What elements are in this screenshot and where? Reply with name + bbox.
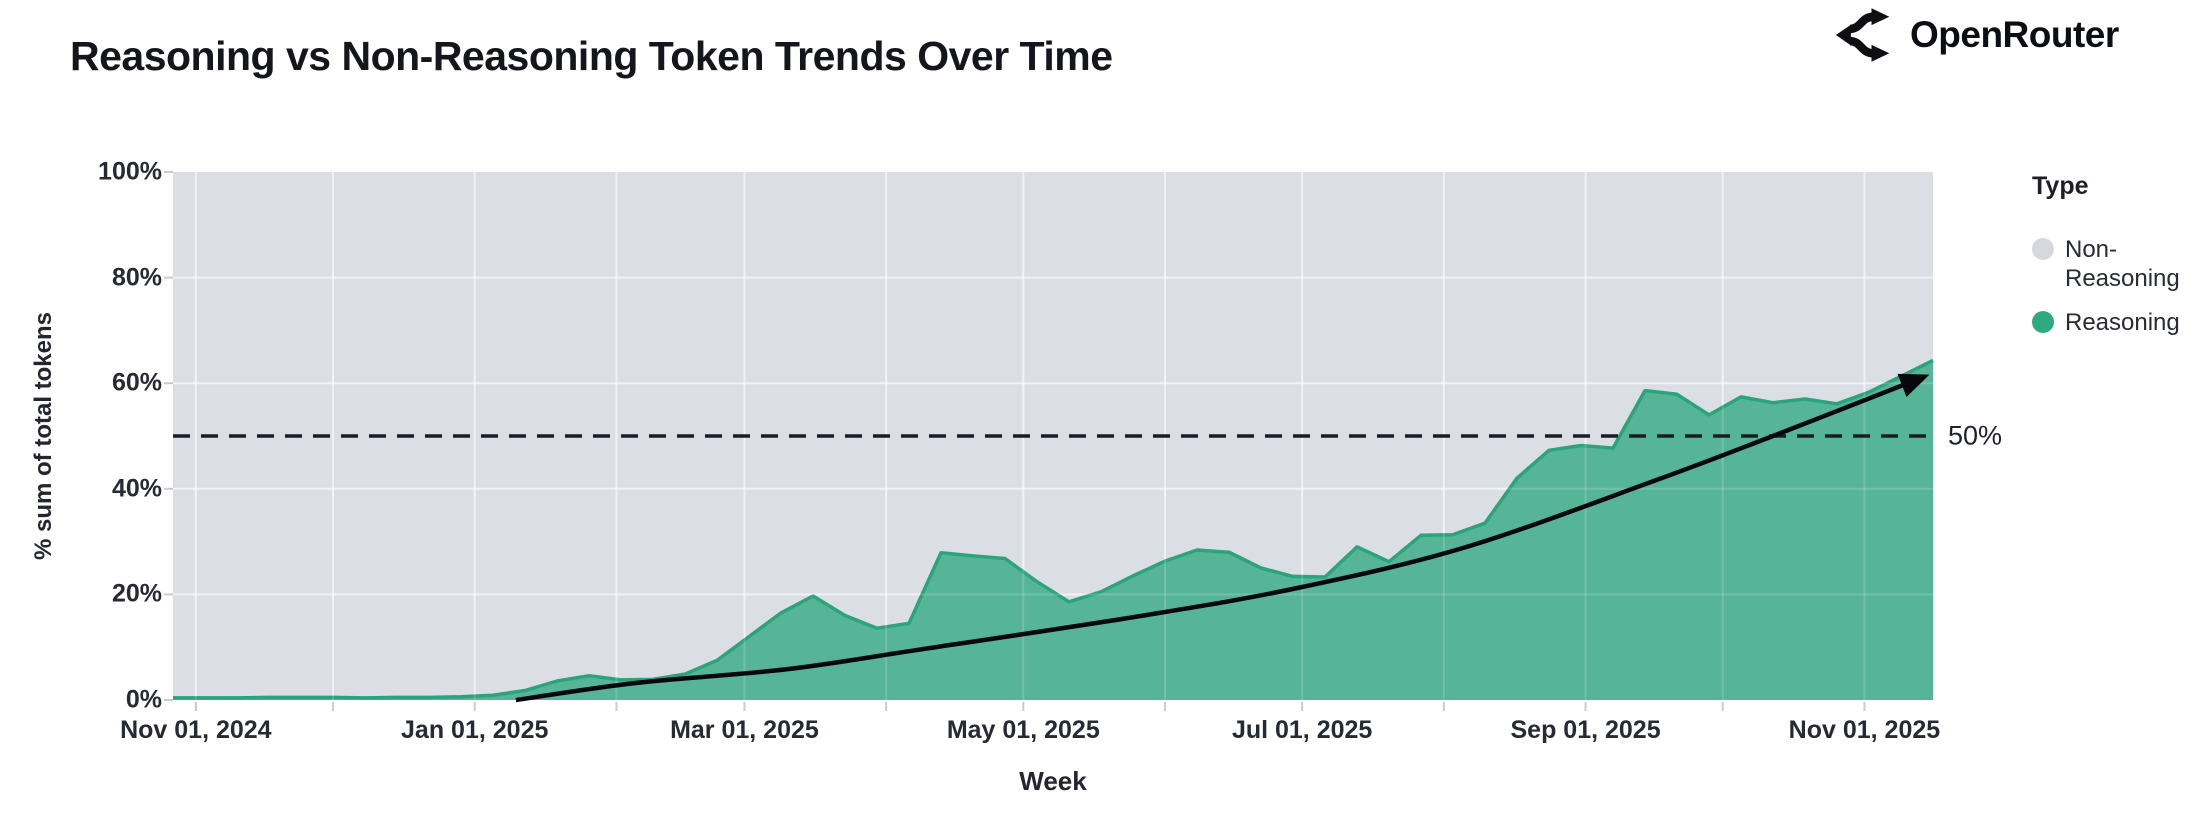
- legend-title: Type: [2032, 172, 2089, 200]
- x-tick-label: Nov 01, 2025: [1788, 716, 1941, 744]
- y-axis-title: % sum of total tokens: [30, 311, 57, 561]
- y-tick-label: 60%: [111, 368, 162, 397]
- y-tick-label: 0%: [125, 685, 162, 714]
- x-axis-title: Week: [1019, 766, 1087, 796]
- openrouter-icon: [1835, 8, 1890, 62]
- legend-item-label: Reasoning: [2065, 308, 2180, 336]
- legend-swatch-icon: [2032, 238, 2054, 260]
- x-tick-label: Jul 01, 2025: [1231, 716, 1373, 744]
- x-tick-label: Jan 01, 2025: [401, 716, 549, 744]
- legend-items: Non-Reasoning Reasoning: [2032, 235, 2192, 337]
- y-tick-label: 20%: [111, 579, 162, 608]
- legend: Type Non-Reasoning Reasoning: [2032, 172, 2192, 351]
- x-tick-label: May 01, 2025: [946, 716, 1100, 744]
- fifty-percent-label: 50%: [1948, 420, 2003, 451]
- reasoning-area-border: [173, 358, 1934, 700]
- openrouter-wordmark: OpenRouter: [1910, 14, 2119, 55]
- axis-tick-marks: [164, 171, 1866, 711]
- y-tick-label: 100%: [98, 157, 162, 186]
- x-tick-label: Mar 01, 2025: [670, 716, 819, 744]
- trend-arrowhead: [1897, 373, 1930, 398]
- y-tick-label: 40%: [111, 474, 162, 503]
- y-tick-label: 80%: [111, 263, 162, 292]
- x-tick-label: Nov 01, 2024: [120, 716, 272, 744]
- trend-line: [515, 374, 1925, 703]
- reasoning-area: [173, 360, 1933, 700]
- page-title: Reasoning vs Non-Reasoning Token Trends …: [70, 33, 1113, 80]
- legend-swatch-icon: [2032, 310, 2054, 333]
- legend-item-non-reasoning[interactable]: Non-Reasoning: [2032, 235, 2192, 294]
- legend-item-reasoning[interactable]: Reasoning: [2032, 308, 2192, 337]
- x-tick-label: Sep 01, 2025: [1510, 716, 1661, 744]
- legend-item-label: Non-Reasoning: [2065, 236, 2180, 293]
- openrouter-logo: OpenRouter: [1834, 4, 2119, 66]
